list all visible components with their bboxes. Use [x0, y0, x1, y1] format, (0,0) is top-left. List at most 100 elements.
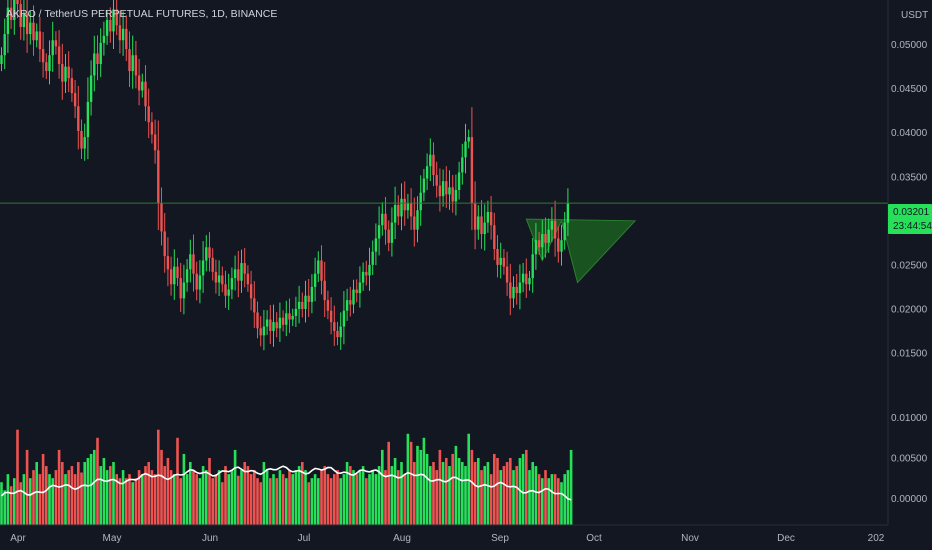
candle-body: [115, 9, 118, 26]
candle-body: [269, 319, 272, 331]
volume-bar: [176, 437, 179, 525]
candle-body: [3, 34, 6, 56]
volume-bar: [179, 478, 182, 525]
candle-body: [294, 308, 298, 316]
volume-bar: [451, 453, 454, 525]
time-tick-label: Apr: [10, 533, 26, 544]
volume-bar: [496, 457, 499, 525]
volume-bar: [195, 474, 198, 525]
volume-bar: [397, 470, 400, 525]
volume-bar: [169, 470, 173, 525]
volume-bar: [237, 475, 240, 525]
candle-body: [45, 62, 48, 72]
volume-bar: [336, 470, 339, 525]
candle-body: [317, 260, 320, 274]
price-axis[interactable]: USDT 0.050000.045000.040000.035000.03000…: [887, 0, 932, 525]
volume-bar: [525, 449, 528, 525]
candle-body: [541, 234, 544, 248]
volume-bar: [320, 470, 323, 525]
volume-bar: [137, 470, 141, 525]
volume-bar: [521, 453, 525, 525]
candle-body: [525, 273, 528, 285]
volume-bar: [16, 429, 19, 525]
volume-bar: [409, 441, 413, 525]
volume-bar: [32, 470, 35, 525]
candle-body: [96, 53, 99, 65]
time-tick-label: May: [103, 533, 122, 544]
candle-body: [163, 231, 166, 257]
candle-body: [425, 166, 429, 179]
volume-bar: [505, 462, 509, 525]
candle-body: [214, 271, 218, 283]
candle-body: [371, 251, 374, 265]
volume-bar: [448, 466, 451, 525]
candle-body: [304, 295, 307, 309]
price-tick-label: 0.04500: [891, 84, 928, 95]
volume-bar: [518, 457, 522, 525]
candle-body: [489, 212, 493, 226]
volume-bar: [429, 466, 432, 525]
volume-bar: [131, 482, 134, 525]
volume-bar: [128, 474, 131, 525]
candle-body: [195, 273, 198, 290]
volume-bar: [403, 474, 406, 525]
volume-bar: [317, 478, 320, 525]
volume-bar: [566, 470, 570, 525]
candle-body: [403, 198, 406, 211]
volume-bar: [365, 478, 368, 525]
price-tick-label: 0.01500: [891, 348, 928, 359]
candle-body: [445, 181, 448, 195]
candle-body: [48, 55, 51, 72]
candle-body: [329, 310, 333, 323]
candle-body: [419, 192, 422, 211]
price-tick-label: 0.02500: [891, 260, 928, 271]
volume-bar: [502, 466, 506, 525]
volume-bar: [489, 474, 493, 525]
candle-body: [483, 222, 486, 235]
volume-bar: [83, 462, 86, 525]
volume-bar: [281, 474, 285, 525]
candle-body: [384, 213, 387, 230]
volume-bar: [352, 470, 355, 525]
volume-bar: [25, 449, 29, 525]
candle-body: [457, 172, 461, 190]
volume-bar: [493, 453, 496, 525]
volume-bar: [278, 470, 282, 525]
volume-bar: [499, 470, 502, 525]
time-tick-label: Sep: [491, 533, 509, 544]
candle-body: [32, 22, 35, 41]
time-tick-label: Jun: [202, 533, 218, 544]
candle-body: [118, 25, 122, 41]
candle-body: [185, 269, 189, 283]
volume-bar: [310, 478, 314, 525]
candle-body: [112, 9, 115, 32]
candle-body: [441, 181, 445, 197]
candle-body: [19, 4, 22, 28]
volume-bar: [35, 462, 38, 525]
candle-body: [141, 81, 144, 91]
time-tick-label: Aug: [393, 533, 411, 544]
candle-body: [259, 328, 262, 336]
candle-body: [528, 278, 531, 285]
candle-body: [217, 275, 221, 283]
time-axis[interactable]: Apr May Jun Jul Aug Sep Oct Nov Dec 202: [0, 524, 888, 544]
volume-bar: [166, 457, 170, 525]
candle-body: [224, 284, 227, 296]
volume-bar: [185, 474, 189, 525]
candle-body: [166, 256, 170, 270]
volume-bar: [262, 462, 266, 525]
candle-body: [125, 28, 128, 50]
volume-bar: [249, 474, 253, 525]
volume-bar: [301, 462, 304, 525]
volume-bar: [553, 474, 557, 525]
candle-body: [51, 40, 54, 56]
volume-bar: [432, 462, 435, 525]
candle-body: [176, 266, 179, 279]
candle-body: [281, 317, 285, 325]
candle-body: [320, 260, 323, 281]
bar-countdown-label: 23:44:54: [893, 221, 932, 232]
volume-bar: [86, 457, 90, 525]
candle-body: [121, 28, 125, 41]
time-tick-label: 202: [868, 533, 885, 544]
